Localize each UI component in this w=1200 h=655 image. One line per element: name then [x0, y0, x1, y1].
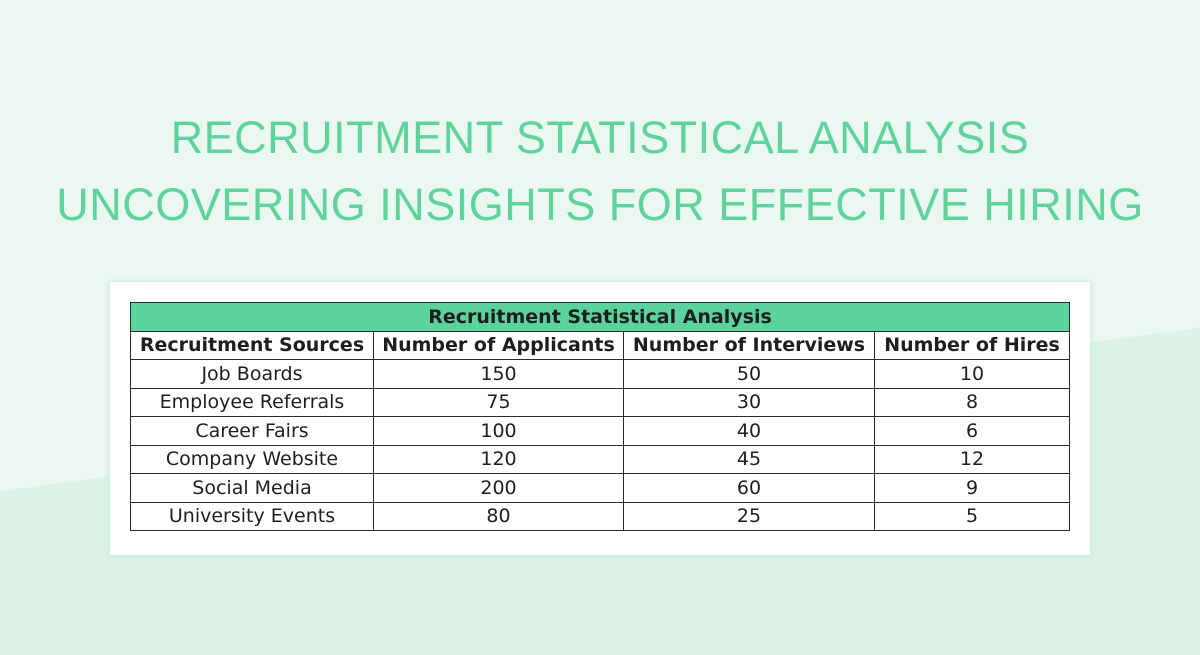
- table-row: University Events 80 25 5: [130, 501, 1070, 531]
- column-header-interviews: Number of Interviews: [623, 330, 875, 360]
- cell-applicants: 75: [373, 387, 624, 417]
- column-header-applicants: Number of Applicants: [373, 330, 624, 360]
- table-header-row: Recruitment Sources Number of Applicants…: [130, 330, 1070, 360]
- cell-interviews: 30: [623, 387, 875, 417]
- cell-source: Job Boards: [130, 359, 374, 389]
- column-header-hires: Number of Hires: [874, 330, 1070, 360]
- cell-source: Career Fairs: [130, 416, 374, 446]
- cell-hires: 6: [874, 416, 1070, 446]
- table-caption-row: Recruitment Statistical Analysis: [130, 302, 1070, 332]
- cell-hires: 12: [874, 444, 1070, 474]
- cell-hires: 5: [874, 501, 1070, 531]
- cell-source: Company Website: [130, 444, 374, 474]
- cell-hires: 10: [874, 359, 1070, 389]
- table-card: Recruitment Statistical Analysis Recruit…: [110, 282, 1090, 555]
- table-row: Employee Referrals 75 30 8: [130, 387, 1070, 417]
- cell-interviews: 60: [623, 473, 875, 503]
- cell-source: Social Media: [130, 473, 374, 503]
- recruitment-table: Recruitment Statistical Analysis Recruit…: [130, 302, 1070, 531]
- cell-applicants: 120: [373, 444, 624, 474]
- cell-applicants: 100: [373, 416, 624, 446]
- table-row: Company Website 120 45 12: [130, 444, 1070, 474]
- page-title-line-2: UNCOVERING INSIGHTS FOR EFFECTIVE HIRING: [56, 179, 1144, 230]
- cell-applicants: 80: [373, 501, 624, 531]
- cell-interviews: 25: [623, 501, 875, 531]
- cell-hires: 8: [874, 387, 1070, 417]
- table-row: Social Media 200 60 9: [130, 473, 1070, 503]
- cell-interviews: 40: [623, 416, 875, 446]
- table-row: Job Boards 150 50 10: [130, 359, 1070, 389]
- cell-source: University Events: [130, 501, 374, 531]
- cell-interviews: 45: [623, 444, 875, 474]
- table-row: Career Fairs 100 40 6: [130, 416, 1070, 446]
- cell-interviews: 50: [623, 359, 875, 389]
- table-caption: Recruitment Statistical Analysis: [130, 302, 1070, 332]
- cell-applicants: 200: [373, 473, 624, 503]
- column-header-sources: Recruitment Sources: [130, 330, 374, 360]
- cell-applicants: 150: [373, 359, 624, 389]
- cell-source: Employee Referrals: [130, 387, 374, 417]
- page-title-line-1: RECRUITMENT STATISTICAL ANALYSIS: [170, 112, 1030, 163]
- cell-hires: 9: [874, 473, 1070, 503]
